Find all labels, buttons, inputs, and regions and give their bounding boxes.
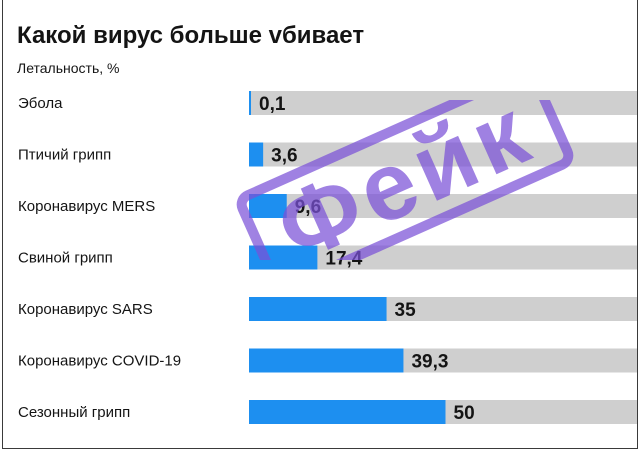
category-label: Коронавирус SARS [18,301,153,318]
bar [249,91,251,115]
data-label: 17,4 [325,249,362,270]
category-label: Птичий грипп [18,147,111,164]
data-label: 39,3 [411,352,448,373]
data-label: 50 [454,403,475,424]
data-label: 0,1 [259,94,286,115]
chart-subtitle: Летальность, % [17,60,120,76]
bar-track [249,142,637,167]
bar-chart: Эбола 0,1 Птичий грипп 3,6 Коронавирус MERS 9… [18,91,637,424]
bar [249,348,404,373]
bar [249,142,264,167]
bar [249,400,446,424]
data-label: 3,6 [271,146,297,167]
bar [249,297,387,321]
category-label: Сезонный грипп [18,404,130,421]
bar [249,194,287,218]
category-label: Коронавирус MERS [18,198,155,215]
bar-track [249,91,637,115]
bar [249,245,318,270]
data-label: 9,6 [295,197,321,218]
category-label: Коронавирус COVID-19 [18,353,181,370]
category-label: Свиной грипп [18,250,113,267]
category-label: Эбола [18,95,63,112]
data-label: 35 [395,300,417,321]
chart-title: Какой вирус больше vбивает [17,22,365,49]
